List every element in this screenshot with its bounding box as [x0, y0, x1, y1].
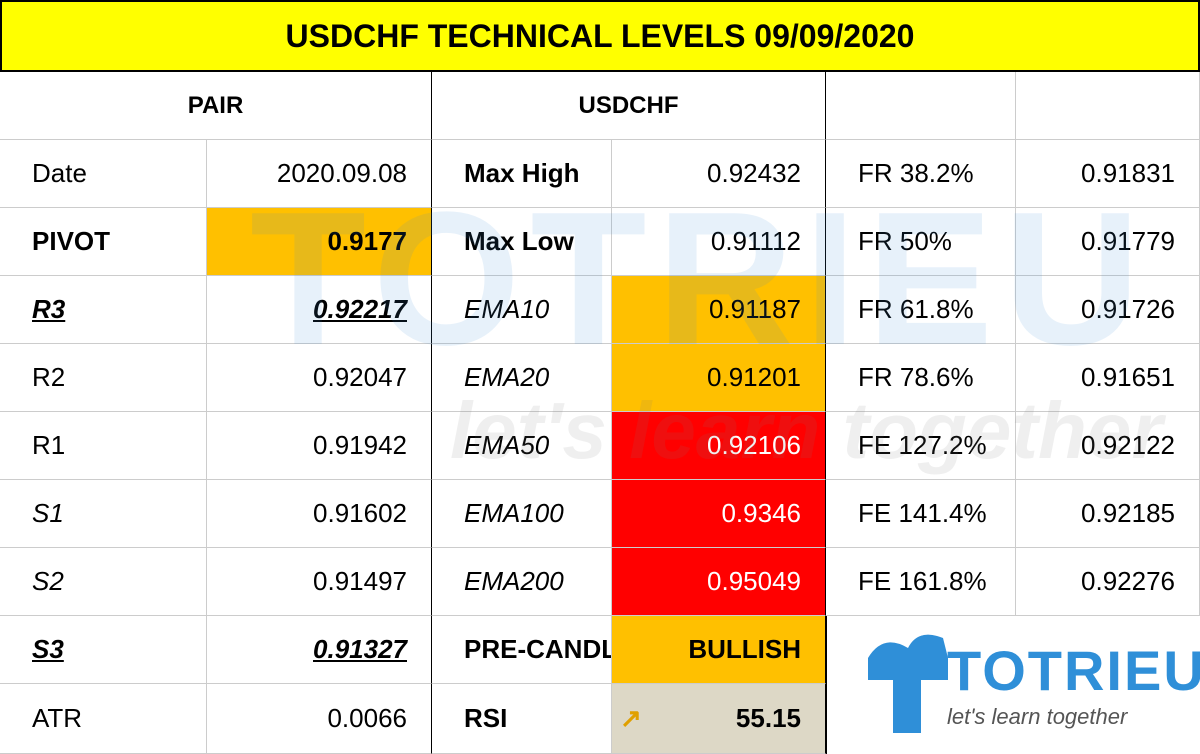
table-cell: Max High: [432, 140, 612, 208]
trend-icon: ↗: [620, 703, 642, 733]
table-cell: FR 61.8%: [826, 276, 1016, 344]
table-cell: R1: [0, 412, 207, 480]
header-empty: [826, 72, 1016, 140]
table-cell: R3: [0, 276, 207, 344]
table-cell: FR 38.2%: [826, 140, 1016, 208]
table-cell: S3: [0, 616, 207, 684]
logo: TOTRIEU let's learn together: [826, 616, 1200, 754]
header-symbol: USDCHF: [432, 72, 826, 140]
table-cell: FR 50%: [826, 208, 1016, 276]
logo-tagline: let's learn together: [947, 704, 1128, 729]
header-pair: PAIR: [0, 72, 432, 140]
table-cell: Date: [0, 140, 207, 208]
header-empty: [1016, 72, 1200, 140]
table-cell: 0.92185: [1016, 480, 1200, 548]
table-cell: 0.92217: [207, 276, 432, 344]
table-cell: 0.95049: [612, 548, 826, 616]
table-cell: 55.15 ↗: [612, 684, 826, 754]
table-cell: EMA50: [432, 412, 612, 480]
logo-icon: [868, 634, 948, 733]
table-cell: BULLISH: [612, 616, 826, 684]
table-cell: R2: [0, 344, 207, 412]
table-cell: 0.92276: [1016, 548, 1200, 616]
table-cell: 0.91187: [612, 276, 826, 344]
table-cell: 0.92122: [1016, 412, 1200, 480]
table-cell: 0.91942: [207, 412, 432, 480]
title: USDCHF TECHNICAL LEVELS 09/09/2020: [0, 0, 1200, 72]
table-cell: EMA100: [432, 480, 612, 548]
table-cell: S1: [0, 480, 207, 548]
table-cell: 0.91726: [1016, 276, 1200, 344]
table-cell: 0.0066: [207, 684, 432, 754]
table-cell: 0.9177: [207, 208, 432, 276]
table-cell: PIVOT: [0, 208, 207, 276]
table-cell: EMA20: [432, 344, 612, 412]
table-cell: FR 78.6%: [826, 344, 1016, 412]
table-cell: 0.92047: [207, 344, 432, 412]
table-cell: 0.91497: [207, 548, 432, 616]
table-cell: S2: [0, 548, 207, 616]
table-cell: 0.91327: [207, 616, 432, 684]
table-cell: FE 161.8%: [826, 548, 1016, 616]
table-cell: 2020.09.08: [207, 140, 432, 208]
table-cell: FE 141.4%: [826, 480, 1016, 548]
table-cell: 0.92106: [612, 412, 826, 480]
table-cell: 0.91201: [612, 344, 826, 412]
table-cell: EMA10: [432, 276, 612, 344]
table-cell: 0.91779: [1016, 208, 1200, 276]
table-cell: 0.91651: [1016, 344, 1200, 412]
logo-name: TOTRIEU: [947, 639, 1200, 702]
table-cell: 0.91602: [207, 480, 432, 548]
table-cell: 0.91112: [612, 208, 826, 276]
table-cell: FE 127.2%: [826, 412, 1016, 480]
table-cell: EMA200: [432, 548, 612, 616]
table-cell: Max Low: [432, 208, 612, 276]
table-cell: PRE-CANDLE: [432, 616, 612, 684]
table-cell: 0.9346: [612, 480, 826, 548]
table-cell: 0.92432: [612, 140, 826, 208]
table-cell: 0.91831: [1016, 140, 1200, 208]
table-cell: RSI: [432, 684, 612, 754]
table-cell: ATR: [0, 684, 207, 754]
